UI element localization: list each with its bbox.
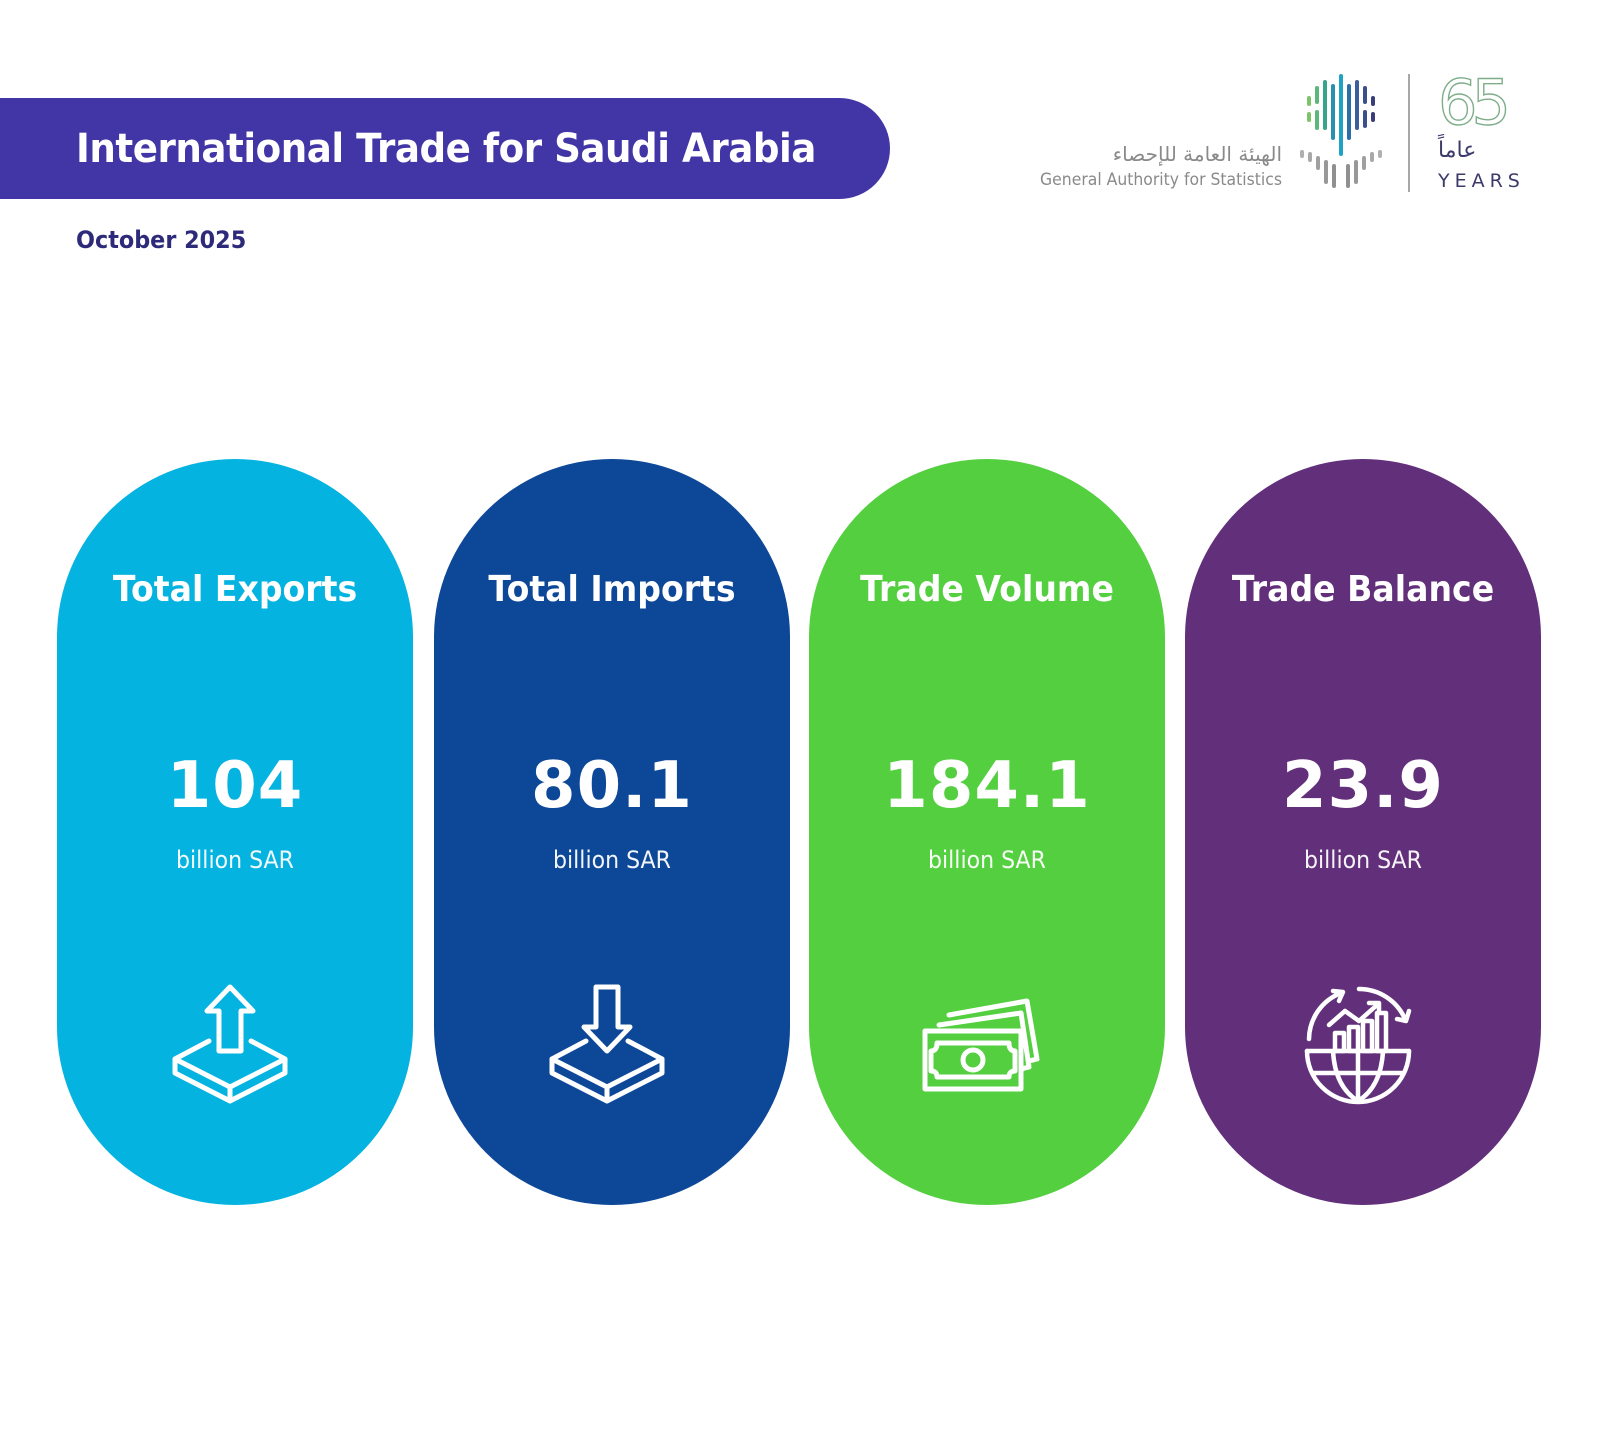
title-banner: International Trade for Saudi Arabia xyxy=(0,98,890,199)
card-label: Trade Volume xyxy=(860,569,1114,610)
anniversary-number: 65 xyxy=(1437,65,1511,139)
org-name-english: General Authority for Statistics xyxy=(1040,170,1282,190)
org-name-arabic: الهيئة العامة للإحصاء xyxy=(1112,142,1282,166)
card-unit: billion SAR xyxy=(553,846,671,874)
card-trade-volume: Trade Volume 184.1 billion SAR xyxy=(809,459,1165,1205)
card-value: 80.1 xyxy=(531,749,693,823)
card-total-imports: Total Imports 80.1 billion SAR xyxy=(434,459,790,1205)
card-label: Total Exports xyxy=(112,569,358,610)
gastat-logo-icon xyxy=(1298,72,1384,196)
card-total-exports: Total Exports 104 billion SAR xyxy=(57,459,413,1205)
card-label: Total Imports xyxy=(488,569,736,610)
card-label: Trade Balance xyxy=(1231,569,1495,610)
globe-growth-chart-icon xyxy=(1293,979,1423,1109)
card-unit: billion SAR xyxy=(1304,846,1422,874)
card-value: 184.1 xyxy=(883,749,1091,823)
card-unit: billion SAR xyxy=(928,846,1046,874)
import-box-arrow-down-icon xyxy=(542,979,672,1109)
logo-divider xyxy=(1408,74,1410,192)
export-box-arrow-up-icon xyxy=(165,979,295,1109)
report-period: October 2025 xyxy=(76,226,247,254)
page-title: International Trade for Saudi Arabia xyxy=(76,125,816,172)
gastat-logo: الهيئة العامة للإحصاء General Authority … xyxy=(1030,65,1540,200)
card-trade-balance: Trade Balance 23.9 billion SAR xyxy=(1185,459,1541,1205)
anniversary-english: YEARS xyxy=(1438,170,1525,192)
card-value: 23.9 xyxy=(1282,749,1444,823)
banknotes-icon xyxy=(917,979,1047,1109)
card-value: 104 xyxy=(166,749,304,823)
stat-cards: Total Exports 104 billion SAR Total Impo… xyxy=(57,459,1542,1205)
anniversary-badge: 65 عاماً YEARS xyxy=(1430,65,1540,196)
anniversary-arabic: عاماً xyxy=(1438,138,1477,163)
card-unit: billion SAR xyxy=(176,846,294,874)
